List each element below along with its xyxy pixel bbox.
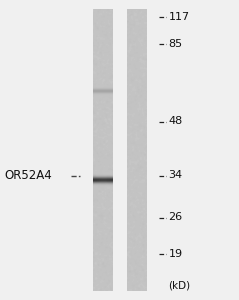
Text: 34: 34: [168, 170, 183, 181]
Text: OR52A4: OR52A4: [5, 169, 53, 182]
Text: 85: 85: [168, 39, 183, 50]
Text: 26: 26: [168, 212, 183, 223]
Text: 48: 48: [168, 116, 183, 127]
Text: (kD): (kD): [168, 280, 191, 290]
Text: 117: 117: [168, 12, 190, 22]
Text: 19: 19: [168, 249, 183, 260]
